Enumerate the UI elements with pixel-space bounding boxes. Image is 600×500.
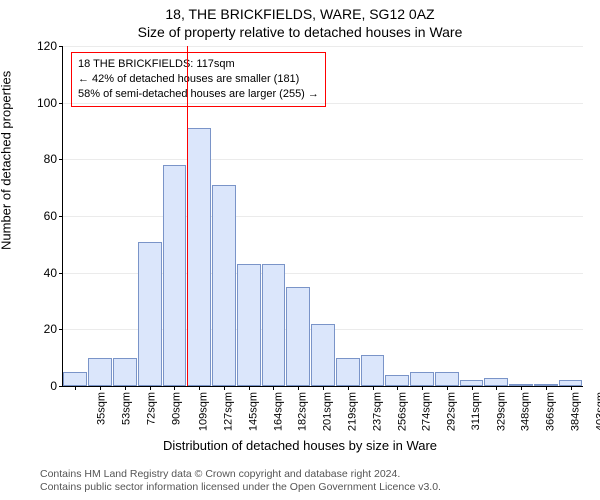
- y-tick-mark: [59, 216, 63, 217]
- histogram-bar: [385, 375, 409, 386]
- histogram-bar: [435, 372, 459, 386]
- credits-block: Contains HM Land Registry data © Crown c…: [40, 468, 441, 494]
- x-tick-label: 292sqm: [446, 392, 458, 431]
- x-tick-mark: [472, 386, 473, 390]
- histogram-bar: [163, 165, 187, 386]
- credits-line-2: Contains public sector information licen…: [40, 481, 441, 494]
- x-tick-label: 164sqm: [272, 392, 284, 431]
- x-tick-mark: [571, 386, 572, 390]
- page-title-subtitle: Size of property relative to detached ho…: [0, 24, 600, 40]
- histogram-bar: [88, 358, 112, 386]
- x-tick-mark: [150, 386, 151, 390]
- x-tick-label: 182sqm: [297, 392, 309, 431]
- x-tick-label: 53sqm: [121, 392, 133, 425]
- y-tick-label: 20: [44, 322, 57, 336]
- x-tick-mark: [125, 386, 126, 390]
- x-tick-mark: [100, 386, 101, 390]
- x-tick-label: 384sqm: [569, 392, 581, 431]
- histogram-bar: [410, 372, 434, 386]
- x-tick-label: 348sqm: [520, 392, 532, 431]
- x-tick-label: 403sqm: [594, 392, 600, 431]
- histogram-bar: [237, 264, 261, 386]
- x-tick-mark: [323, 386, 324, 390]
- histogram-bar: [484, 378, 508, 387]
- gridline: [63, 103, 583, 104]
- x-tick-mark: [273, 386, 274, 390]
- histogram-bar: [187, 128, 211, 386]
- x-tick-label: 72sqm: [145, 392, 157, 425]
- y-tick-mark: [59, 386, 63, 387]
- callout-box: 18 THE BRICKFIELDS: 117sqm ← 42% of deta…: [71, 52, 326, 107]
- x-tick-label: 237sqm: [371, 392, 383, 431]
- x-tick-label: 274sqm: [421, 392, 433, 431]
- page-title-address: 18, THE BRICKFIELDS, WARE, SG12 0AZ: [0, 6, 600, 22]
- x-tick-mark: [348, 386, 349, 390]
- x-tick-mark: [496, 386, 497, 390]
- y-tick-mark: [59, 329, 63, 330]
- reference-line: [187, 46, 188, 386]
- y-axis-label: Number of detached properties: [0, 71, 14, 250]
- gridline: [63, 159, 583, 160]
- y-tick-label: 120: [37, 39, 57, 53]
- x-tick-mark: [397, 386, 398, 390]
- histogram-bar: [311, 324, 335, 386]
- x-tick-label: 35sqm: [96, 392, 108, 425]
- credits-line-1: Contains HM Land Registry data © Crown c…: [40, 468, 441, 481]
- x-tick-label: 219sqm: [347, 392, 359, 431]
- x-tick-label: 311sqm: [470, 392, 482, 430]
- histogram-bar: [361, 355, 385, 386]
- y-tick-mark: [59, 273, 63, 274]
- x-tick-mark: [546, 386, 547, 390]
- histogram-bar: [138, 242, 162, 387]
- x-tick-mark: [521, 386, 522, 390]
- callout-line-2: ← 42% of detached houses are smaller (18…: [78, 72, 319, 87]
- x-tick-mark: [75, 386, 76, 390]
- x-tick-label: 90sqm: [170, 392, 182, 425]
- y-tick-mark: [59, 103, 63, 104]
- callout-line-3: 58% of semi-detached houses are larger (…: [78, 87, 319, 102]
- callout-line-1: 18 THE BRICKFIELDS: 117sqm: [78, 57, 319, 72]
- gridline: [63, 46, 583, 47]
- x-tick-label: 109sqm: [198, 392, 210, 431]
- histogram-bar: [63, 372, 87, 386]
- x-tick-mark: [199, 386, 200, 390]
- y-tick-label: 100: [37, 96, 57, 110]
- x-tick-label: 366sqm: [545, 392, 557, 431]
- x-tick-mark: [224, 386, 225, 390]
- x-tick-mark: [373, 386, 374, 390]
- histogram-bar: [262, 264, 286, 386]
- x-tick-mark: [249, 386, 250, 390]
- histogram-bar: [336, 358, 360, 386]
- y-tick-label: 80: [44, 152, 57, 166]
- y-tick-mark: [59, 46, 63, 47]
- y-tick-mark: [59, 159, 63, 160]
- x-tick-label: 145sqm: [248, 392, 260, 431]
- histogram-bar: [212, 185, 236, 386]
- x-tick-label: 201sqm: [322, 392, 334, 431]
- y-tick-label: 0: [50, 379, 57, 393]
- x-tick-mark: [422, 386, 423, 390]
- histogram-bar: [113, 358, 137, 386]
- histogram-plot: 18 THE BRICKFIELDS: 117sqm ← 42% of deta…: [62, 46, 583, 387]
- x-tick-mark: [447, 386, 448, 390]
- y-tick-label: 40: [44, 266, 57, 280]
- x-axis-label: Distribution of detached houses by size …: [0, 438, 600, 453]
- x-tick-label: 329sqm: [495, 392, 507, 431]
- x-tick-mark: [174, 386, 175, 390]
- x-tick-label: 127sqm: [223, 392, 235, 431]
- x-tick-mark: [298, 386, 299, 390]
- gridline: [63, 216, 583, 217]
- x-tick-label: 256sqm: [396, 392, 408, 431]
- y-tick-label: 60: [44, 209, 57, 223]
- histogram-bar: [286, 287, 310, 386]
